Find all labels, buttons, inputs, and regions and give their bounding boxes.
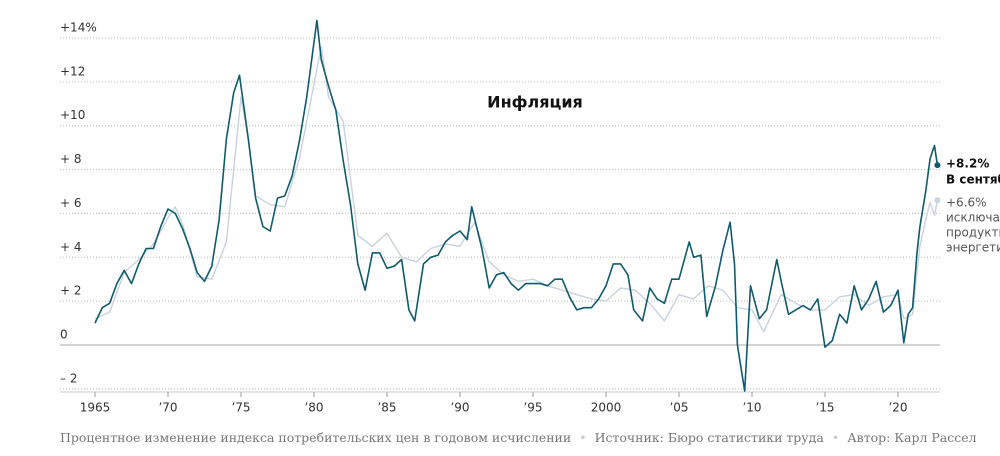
y-tick-label: 0 bbox=[60, 328, 68, 342]
y-tick-label: +12 bbox=[60, 64, 85, 78]
y-tick-label: + 8 bbox=[60, 152, 82, 166]
x-tick-label: ’20 bbox=[888, 401, 907, 415]
x-tick-label: ’85 bbox=[377, 401, 396, 415]
y-tick-label: + 4 bbox=[60, 240, 82, 254]
y-tick-label: + 6 bbox=[60, 196, 82, 210]
chart: Инфляция +8.2% В сентябре +6.6% исключая… bbox=[60, 19, 1000, 415]
y-tick-label: +14% bbox=[60, 21, 97, 35]
footer-source: Источник: Бюро статистики труда bbox=[594, 430, 824, 445]
footer-note: Процентное изменение индекса потребитель… bbox=[60, 430, 572, 445]
x-tick-label: ’15 bbox=[815, 401, 834, 415]
end-dot bbox=[934, 197, 941, 204]
x-tick-label: 2000 bbox=[591, 401, 622, 415]
separator: • bbox=[579, 430, 587, 445]
y-tick-label: +10 bbox=[60, 108, 85, 122]
x-tick-label: ’80 bbox=[304, 401, 323, 415]
annotation: +6.6% bbox=[946, 196, 987, 210]
line-series bbox=[94, 46, 939, 333]
x-tick-label: ’90 bbox=[450, 401, 469, 415]
end-dot bbox=[934, 162, 941, 169]
annotation: продукты и bbox=[946, 226, 1000, 240]
x-tick-label: ’70 bbox=[158, 401, 177, 415]
annotation: исключая bbox=[946, 211, 1000, 225]
line-series bbox=[94, 19, 939, 392]
x-tick-label: ’75 bbox=[231, 401, 250, 415]
annotation: +8.2% bbox=[946, 157, 989, 171]
footer-author: Автор: Карл Рассел bbox=[847, 430, 977, 445]
x-tick-label: 1965 bbox=[80, 401, 111, 415]
separator: • bbox=[831, 430, 840, 445]
annotation: В сентябре bbox=[946, 173, 1000, 187]
x-tick-label: ’95 bbox=[523, 401, 542, 415]
x-tick-label: ’05 bbox=[669, 401, 688, 415]
footer: Процентное изменение индекса потребитель… bbox=[60, 430, 977, 445]
x-tick-label: ’10 bbox=[742, 401, 761, 415]
y-tick-label: – 2 bbox=[60, 371, 77, 385]
y-tick-label: + 2 bbox=[60, 284, 82, 298]
annotation: энергетику bbox=[946, 241, 1000, 255]
chart-title: Инфляция bbox=[487, 93, 583, 112]
